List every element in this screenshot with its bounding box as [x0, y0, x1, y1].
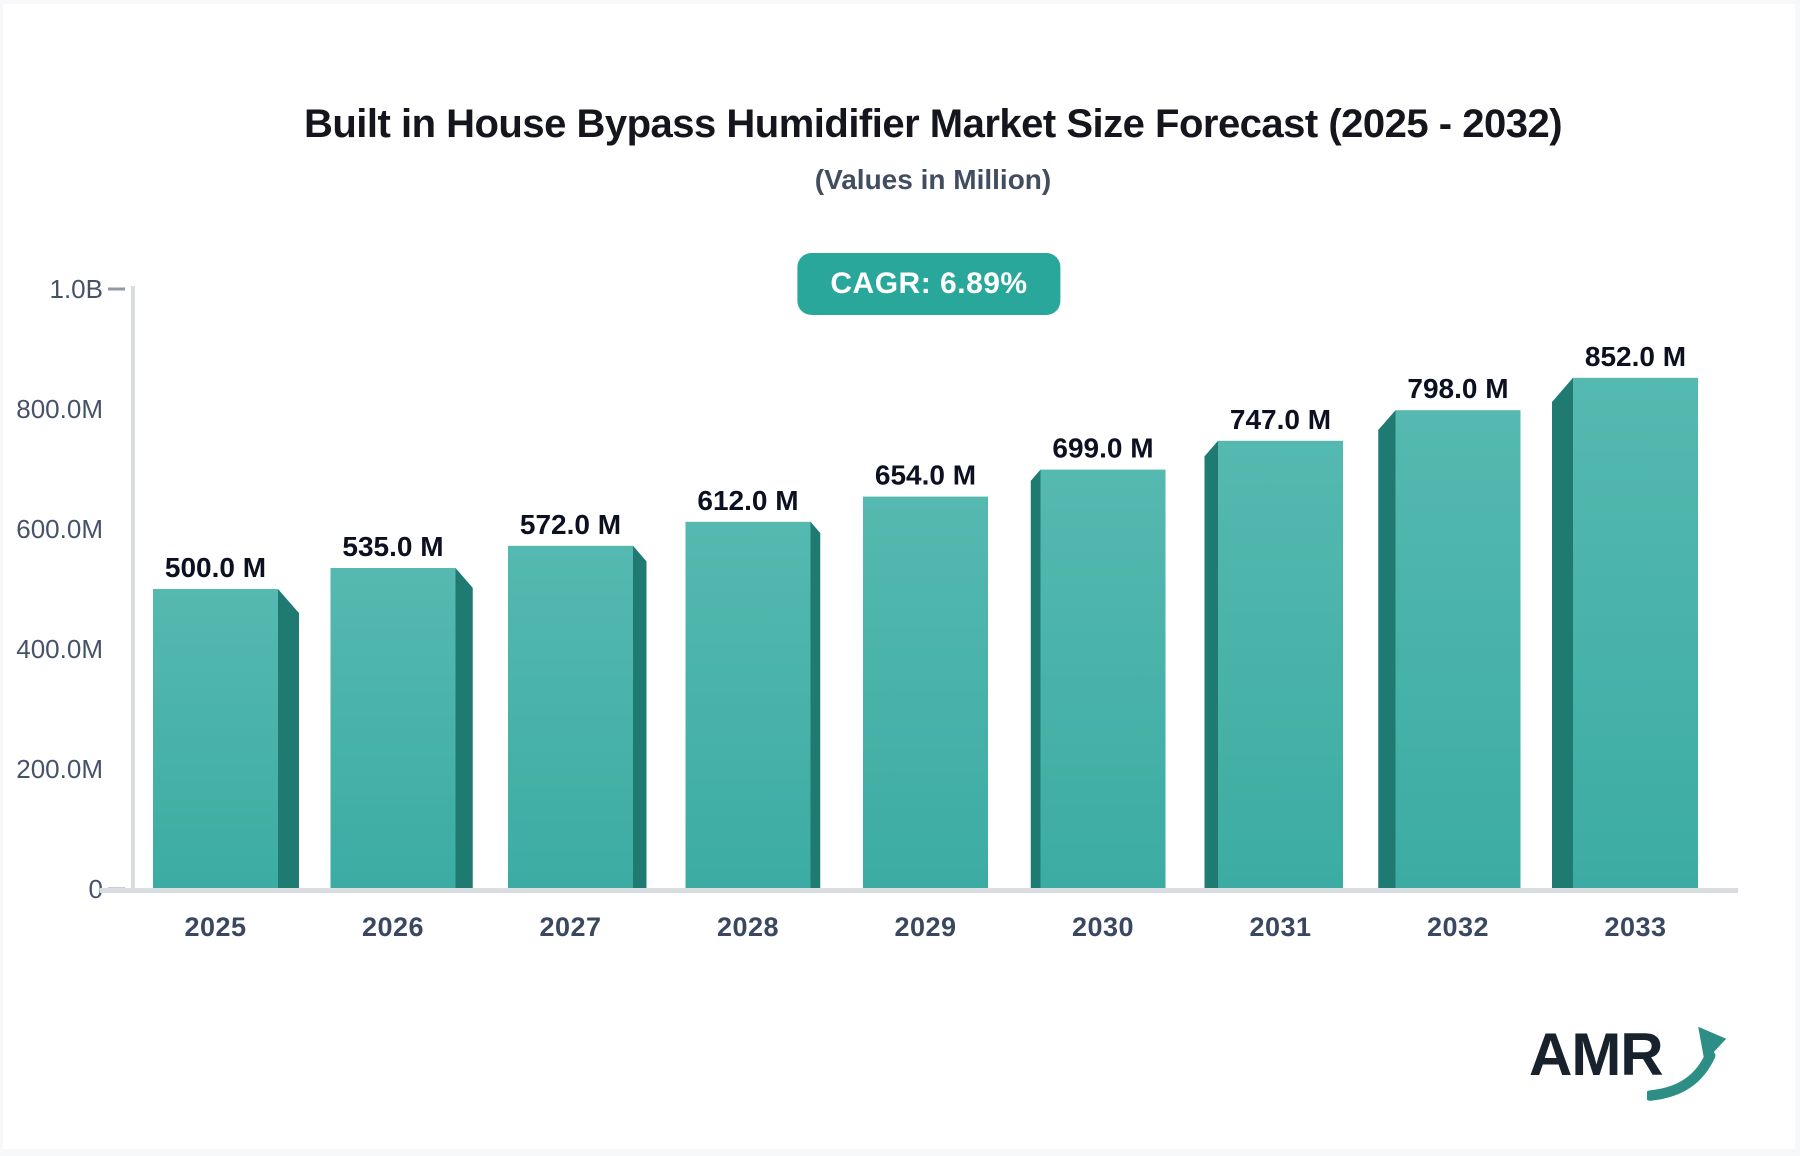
y-axis-tick-label: 200.0M	[16, 754, 103, 784]
bar-value-label: 535.0 M	[342, 531, 443, 562]
y-axis-tick-mark	[108, 287, 125, 291]
bar-side-3d	[633, 545, 647, 889]
bar-side-3d	[1552, 377, 1573, 889]
bar-side-3d	[1204, 440, 1218, 889]
trend-up-arrow-icon	[1646, 1026, 1726, 1101]
bar-face	[1040, 469, 1166, 889]
x-axis-tick-label: 2026	[362, 912, 424, 942]
bar-side-3d	[455, 568, 473, 889]
y-axis-tick-label: 600.0M	[16, 514, 103, 544]
bar-face	[1395, 410, 1521, 889]
bar-face	[1573, 377, 1698, 889]
y-axis-tick-label: 400.0M	[16, 634, 103, 664]
x-axis-tick-label: 2027	[539, 912, 601, 942]
bar-value-label: 798.0 M	[1407, 373, 1508, 404]
bar-face	[153, 589, 278, 889]
bar-value-label: 500.0 M	[165, 552, 266, 583]
amr-logo: AMR	[1529, 1022, 1727, 1106]
bar-side-3d	[810, 521, 821, 889]
chart-subtitle: (Values in Million)	[814, 164, 1052, 195]
amr-logo-text: AMR	[1529, 1021, 1664, 1088]
x-axis-tick-label: 2029	[894, 912, 956, 942]
bar-side-3d	[1378, 410, 1396, 889]
bar-side-3d	[278, 589, 299, 889]
bar-chart-plot: 1.0B 800.0M 600.0M 400.0M 200.0M 0 500.0 M 2025…	[16, 274, 1738, 942]
x-axis-tick-label: 2028	[717, 912, 779, 942]
x-axis-tick-label: 2033	[1604, 912, 1666, 942]
bar-face	[508, 545, 633, 889]
x-axis-tick-label: 2032	[1427, 912, 1489, 942]
x-axis-tick-label: 2025	[184, 912, 246, 942]
y-axis-tick-label: 1.0B	[50, 274, 104, 304]
bar-value-label: 699.0 M	[1052, 433, 1153, 464]
bar-value-label: 654.0 M	[875, 460, 976, 491]
y-axis-line	[131, 286, 135, 893]
y-axis-tick-label: 800.0M	[16, 394, 103, 424]
y-axis-tick-label: 0	[89, 874, 103, 904]
bar-value-label: 572.0 M	[520, 509, 621, 540]
x-axis-line	[100, 888, 1738, 893]
bar-face	[330, 568, 456, 889]
x-axis-tick-label: 2030	[1072, 912, 1134, 942]
x-axis-tick-label: 2031	[1249, 912, 1311, 942]
bar-face	[685, 521, 811, 889]
bar-face	[1218, 440, 1343, 889]
chart-card: Built in House Bypass Humidifier Market …	[3, 4, 1795, 1149]
chart-title: Built in House Bypass Humidifier Market …	[303, 102, 1563, 146]
cagr-badge: CAGR: 6.89%	[797, 253, 1061, 315]
bar-value-label: 612.0 M	[697, 485, 798, 516]
bar-value-label: 852.0 M	[1585, 341, 1686, 372]
bar-side-3d	[1030, 469, 1041, 889]
bar-face	[863, 496, 988, 889]
cagr-badge-label: CAGR: 6.89%	[830, 267, 1028, 300]
bar-value-label: 747.0 M	[1230, 404, 1331, 435]
